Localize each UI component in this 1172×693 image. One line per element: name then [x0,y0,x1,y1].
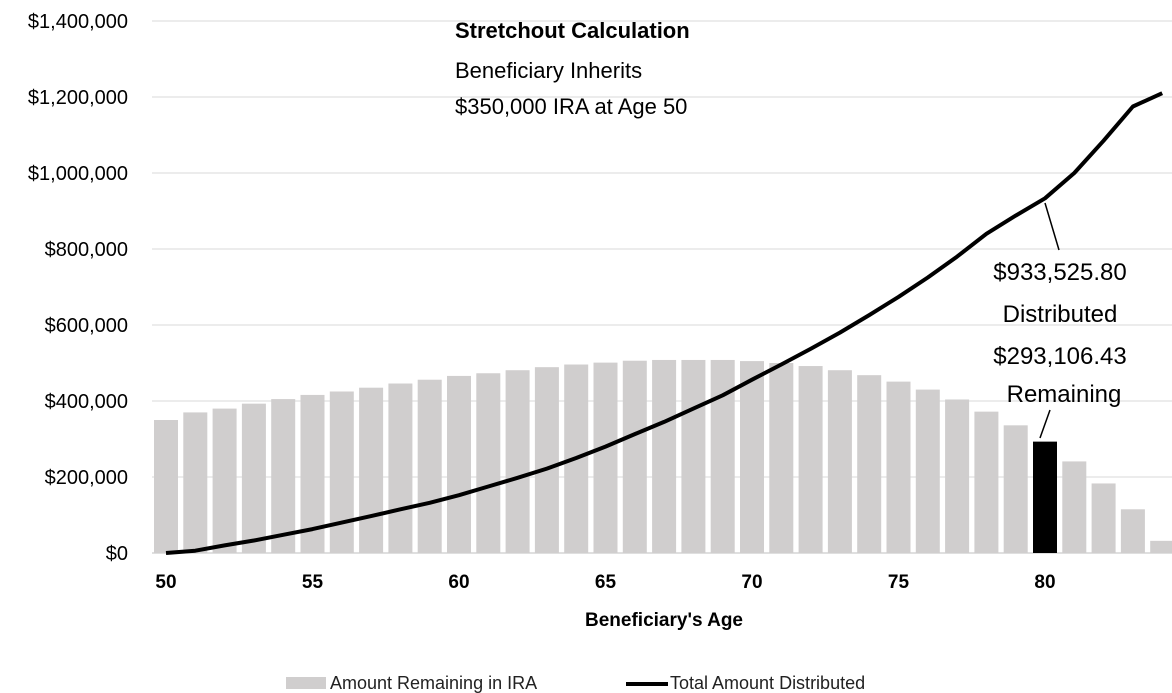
chart-title: Stretchout Calculation [455,18,690,43]
bar-age-50 [154,420,178,553]
x-axis-title: Beneficiary's Age [585,610,743,631]
y-tick-label: $200,000 [45,467,128,489]
callout-distributed-label: Distributed [1003,301,1118,328]
bar-age-79 [1003,425,1028,553]
callout-leader-distributed [1044,202,1060,251]
bar-age-52 [212,408,237,553]
remaining-bars [154,359,1172,553]
bar-age-53 [241,403,266,553]
bar-age-68 [681,359,706,553]
y-tick-label: $1,400,000 [28,11,128,33]
chart-subtitle-line-2: $350,000 IRA at Age 50 [455,94,687,119]
bar-age-59 [417,379,442,553]
bar-age-60 [447,375,471,553]
bar-age-74 [857,375,882,553]
bar-age-66 [622,360,647,553]
bar-age-81 [1062,461,1087,553]
bar-age-77 [945,399,970,553]
y-tick-label: $1,200,000 [28,87,128,109]
bar-age-57 [359,387,384,553]
x-tick-label: 75 [888,572,910,593]
bar-age-76 [915,389,940,553]
y-tick-label: $400,000 [45,391,128,413]
legend-label-remaining: Amount Remaining in IRA [330,673,537,693]
legend-swatch-remaining [286,677,326,689]
bar-age-84 [1150,540,1172,553]
highlighted-bar-age-80 [1033,441,1057,553]
x-tick-label: 70 [741,572,762,593]
x-tick-label: 55 [302,572,324,593]
y-tick-label: $0 [106,543,128,565]
bar-age-61 [476,373,501,553]
bar-age-56 [329,391,354,553]
bar-age-63 [534,367,559,553]
bar-age-67 [652,359,677,553]
x-tick-label: 60 [448,572,469,593]
y-tick-label: $1,000,000 [28,163,128,185]
y-axis-tick-labels: $0 $200,000 $400,000 $600,000 $800,000 $1,000… [28,11,128,565]
y-tick-label: $600,000 [45,315,128,337]
bar-age-62 [505,370,530,553]
callout: $933,525.80 Distributed $293,106.43 Rema… [993,202,1127,439]
bar-age-72 [798,366,823,553]
bar-age-70 [740,361,764,553]
legend: Amount Remaining in IRA Total Amount Dis… [286,673,865,693]
x-tick-label: 80 [1034,572,1055,593]
bar-age-65 [593,362,618,553]
chart-subtitle-line-1: Beneficiary Inherits [455,58,642,83]
legend-label-distributed: Total Amount Distributed [670,673,865,693]
bar-age-58 [388,383,413,553]
callout-leader-remaining [1039,409,1051,439]
bar-age-73 [827,370,852,553]
y-tick-label: $800,000 [45,239,128,261]
bar-age-51 [183,412,208,553]
x-tick-label: 50 [155,572,176,593]
x-axis-tick-labels: 50 55 60 65 70 75 80 [155,572,1055,593]
x-tick-label: 65 [595,572,617,593]
bar-age-71 [769,363,794,553]
callout-remaining-label: Remaining [1007,381,1122,408]
callout-distributed-value: $933,525.80 [993,259,1126,286]
bar-age-82 [1091,483,1116,553]
bar-age-54 [271,399,296,553]
bar-age-78 [974,411,999,553]
callout-remaining-value: $293,106.43 [993,343,1126,370]
distributed-line [165,91,1164,555]
bar-age-83 [1120,509,1145,553]
bar-age-75 [886,381,911,553]
